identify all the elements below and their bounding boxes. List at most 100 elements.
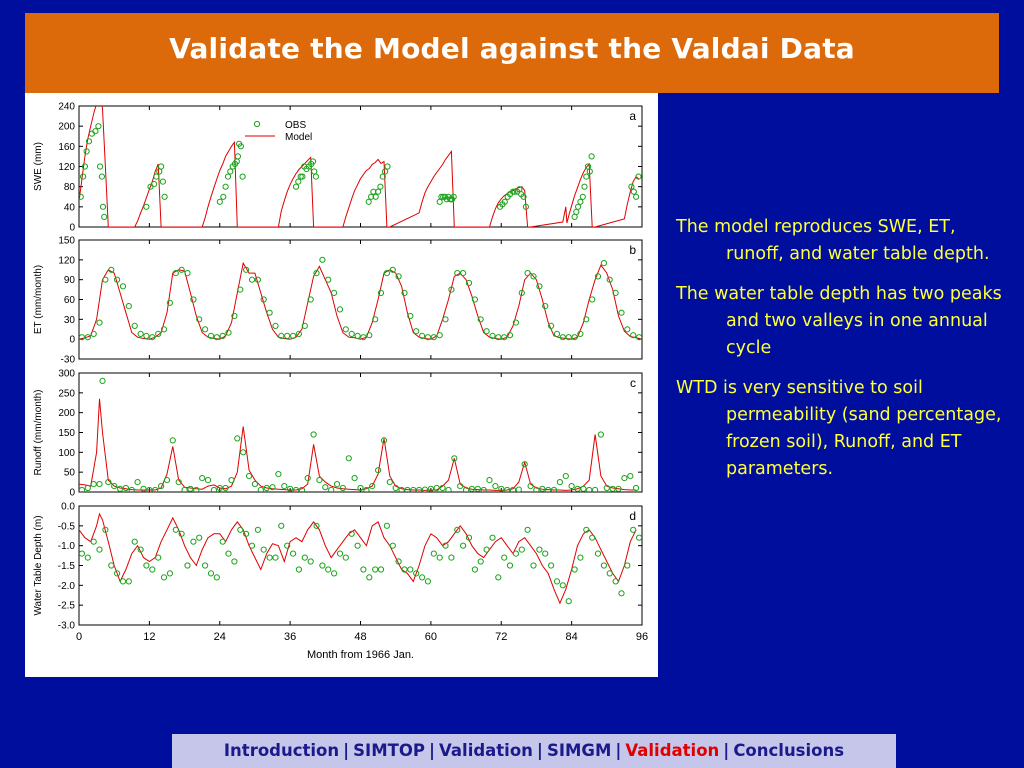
obs-point — [530, 273, 537, 280]
obs-point — [114, 276, 121, 283]
nav-item-validation-active[interactable]: Validation — [625, 741, 720, 760]
bullet-item: WTD is very sensitive to soil permeabili… — [676, 378, 1002, 479]
obs-point — [357, 484, 364, 492]
obs-point — [336, 306, 344, 313]
navigation-bar: Introduction | SIMTOP | Validation | SIMGM | Val… — [172, 734, 896, 768]
obs-point — [311, 168, 318, 175]
obs-point — [501, 554, 508, 561]
obs-point — [79, 486, 85, 492]
obs-point — [119, 578, 127, 585]
obs-point — [583, 526, 590, 533]
obs-point — [389, 266, 396, 273]
obs-point — [95, 123, 102, 130]
obs-point — [178, 266, 185, 273]
obs-point — [190, 296, 197, 303]
y-tick-label: 160 — [58, 142, 75, 153]
obs-point — [266, 554, 273, 561]
obs-point — [290, 332, 297, 339]
obs-point — [454, 270, 461, 277]
obs-point — [254, 276, 261, 283]
obs-point — [166, 570, 173, 577]
obs-point — [419, 574, 426, 581]
obs-point — [248, 276, 256, 283]
obs-point — [522, 203, 529, 210]
obs-point — [386, 479, 393, 486]
obs-point — [571, 334, 578, 341]
obs-point — [172, 526, 179, 533]
obs-point — [140, 485, 147, 492]
obs-point — [471, 566, 478, 573]
obs-point — [322, 484, 329, 491]
obs-point — [155, 554, 162, 561]
obs-point — [633, 484, 640, 492]
obs-point — [612, 578, 619, 585]
obs-point — [102, 276, 109, 283]
obs-point — [489, 332, 496, 339]
obs-point — [99, 203, 107, 210]
obs-point — [207, 332, 215, 339]
obs-point — [424, 578, 431, 585]
obs-point — [331, 570, 338, 577]
obs-point — [222, 484, 229, 492]
obs-point — [515, 486, 522, 492]
nav-item-simtop[interactable]: SIMTOP — [353, 741, 425, 760]
nav-item-validation[interactable]: Validation — [439, 741, 533, 760]
obs-point — [580, 485, 587, 492]
obs-point — [562, 473, 569, 480]
obs-point — [225, 550, 232, 557]
obs-point — [542, 550, 549, 557]
obs-point — [633, 193, 640, 200]
obs-point — [187, 485, 194, 492]
obs-point — [392, 484, 399, 492]
obs-point — [527, 483, 534, 490]
y-tick-label: -2.5 — [58, 601, 76, 612]
obs-point — [199, 475, 206, 482]
obs-point — [178, 530, 185, 537]
obs-point — [565, 598, 572, 605]
nav-item-conclusions[interactable]: Conclusions — [733, 741, 845, 760]
obs-point — [98, 173, 106, 180]
obs-point — [628, 183, 635, 190]
obs-point — [292, 486, 300, 492]
obs-point — [474, 485, 481, 492]
obs-point — [530, 562, 537, 569]
nav-item-introduction[interactable]: Introduction — [223, 741, 340, 760]
obs-point — [460, 542, 467, 549]
obs-point — [438, 193, 445, 200]
obs-point — [577, 330, 584, 337]
obs-point — [153, 173, 160, 180]
obs-point — [377, 289, 385, 296]
obs-point — [536, 546, 543, 553]
obs-point — [348, 530, 355, 537]
y-tick-label: -30 — [61, 355, 76, 366]
obs-point — [240, 449, 247, 456]
y-tick-label: 80 — [64, 182, 76, 193]
obs-point — [581, 183, 588, 190]
obs-point — [131, 322, 138, 329]
obs-point — [379, 173, 386, 180]
y-tick-label: 120 — [58, 255, 75, 266]
y-tick-label: 100 — [58, 448, 75, 459]
obs-point — [90, 538, 97, 545]
obs-point — [312, 173, 319, 180]
obs-point — [368, 193, 375, 200]
obs-point — [143, 332, 150, 339]
obs-point — [325, 566, 332, 573]
obs-point — [319, 562, 326, 569]
nav-item-simgm[interactable]: SIMGM — [546, 741, 612, 760]
obs-point — [131, 538, 138, 545]
y-tick-label: 40 — [64, 202, 76, 213]
figure-panel: 0 40 80 120 160 200 240 SWE (mm) a -30 0 30 60 90 120 1… — [25, 93, 658, 677]
obs-point — [292, 183, 300, 190]
obs-point — [372, 316, 379, 323]
obs-point — [96, 546, 103, 553]
y-tick-label: 150 — [58, 428, 75, 439]
obs-point — [307, 558, 314, 565]
obs-point — [342, 326, 349, 333]
legend-model-label: Model — [285, 132, 312, 143]
obs-point — [260, 296, 267, 303]
obs-point — [251, 481, 258, 488]
obs-point — [518, 289, 525, 296]
obs-point — [158, 483, 165, 490]
